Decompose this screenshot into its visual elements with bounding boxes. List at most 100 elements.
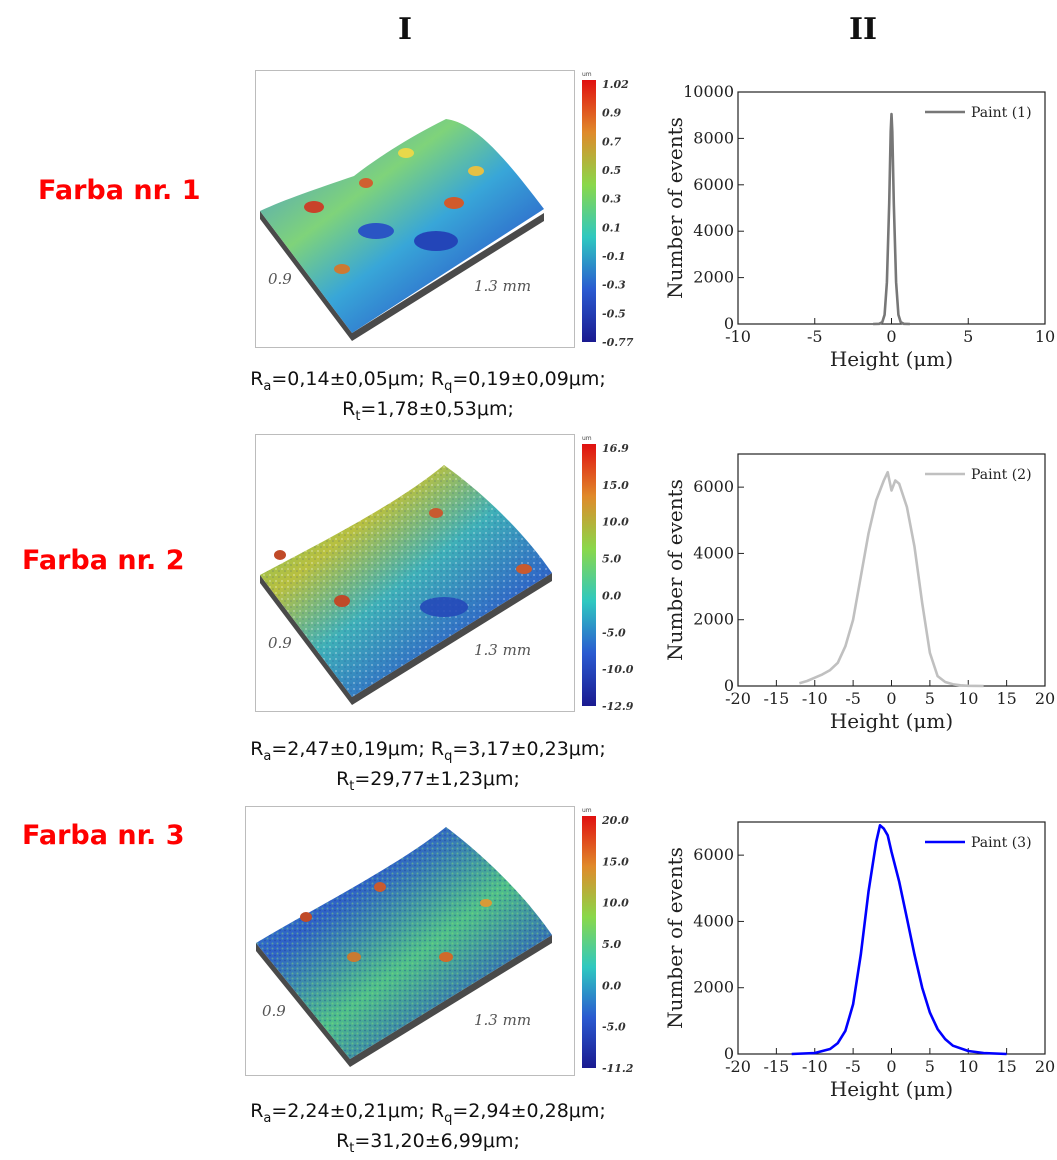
colorbar-1-tick: 0.3 — [602, 193, 621, 206]
roughness-1-rq: 0,19±0,09μm — [468, 368, 600, 390]
y-tick-label: 4000 — [693, 911, 734, 930]
colorbar-1-tick: -0.3 — [602, 279, 626, 292]
map-1-length-label: 1.3 mm — [474, 277, 531, 295]
colorbar-1-tick: -0.77 — [602, 336, 634, 349]
series-line — [799, 470, 984, 688]
y-tick-label: 6000 — [693, 175, 734, 194]
roughness-2-ra: 2,47±0,19μm — [287, 738, 419, 760]
roughness-3-rq: 2,94±0,28μm — [468, 1100, 600, 1122]
y-tick-label: 0 — [724, 314, 734, 333]
colorbar-2-tick: 10.0 — [602, 516, 629, 529]
y-axis-title: Number of events — [663, 847, 687, 1029]
x-tick-label: -15 — [763, 689, 789, 708]
colorbar-3-tick: -5.0 — [602, 1021, 626, 1034]
legend-entry: Paint (3) — [971, 835, 1032, 851]
colorbar-3-unit: um — [582, 807, 592, 814]
x-tick-label: -5 — [807, 327, 823, 346]
x-tick-label: 0 — [886, 689, 896, 708]
roughness-3-line-1: Ra=2,24±0,21μm; Rq=2,94±0,28μm; — [250, 1100, 606, 1126]
colorbar-1-tick: 1.02 — [602, 78, 629, 91]
x-tick-label: -20 — [725, 1057, 751, 1076]
map-2-length-label: 1.3 mm — [474, 641, 531, 659]
x-tick-label: 10 — [958, 689, 978, 708]
x-tick-label: -10 — [725, 327, 751, 346]
roughness-2-line-1: Ra=2,47±0,19μm; Rq=3,17±0,23μm; — [250, 738, 606, 764]
x-tick-label: 20 — [1035, 689, 1055, 708]
x-tick-label: 5 — [925, 689, 935, 708]
surface-map-2-graphic: 0.9 1.3 mm — [260, 465, 552, 705]
x-tick-label: -10 — [802, 1057, 828, 1076]
roughness-2-line-2: Rt=29,77±1,23μm; — [336, 767, 520, 794]
x-tick-label: -20 — [725, 689, 751, 708]
height-histogram-1: -10 -5 0 5 10 0 2000 4000 6000 8000 10000 Height (μ… — [663, 82, 1055, 371]
colorbar-3: um 20.0 15.0 10.0 5.0 0.0 -5.0 -11.2 — [582, 807, 634, 1075]
y-tick-label: 2000 — [693, 978, 734, 997]
colorbar-3-tick: 5.0 — [602, 938, 621, 951]
y-tick-label: 2000 — [693, 610, 734, 629]
row-label-1: Farba nr. 1 — [38, 175, 201, 206]
surface-map-2: 0.9 1.3 mm — [255, 434, 575, 712]
y-tick-label: 4000 — [693, 221, 734, 240]
colorbar-3-tick: 0.0 — [602, 979, 621, 992]
x-axis-title: Height (μm) — [830, 1077, 953, 1101]
colorbar-3-tick: 10.0 — [602, 897, 629, 910]
roughness-3: Ra=2,24±0,21μm; Rq=2,94±0,28μm; Rt=31,20… — [198, 1100, 658, 1160]
roughness-1-line-2: Rt=1,78±0,53μm; — [342, 397, 514, 424]
roughness-3-line-2: Rt=31,20±6,99μm; — [336, 1129, 520, 1156]
column-heading-i: I — [398, 12, 413, 47]
colorbar-2-tick: 5.0 — [602, 553, 621, 566]
map-2-width-label: 0.9 — [268, 634, 292, 652]
roughness-3-rt: 31,20±6,99μm — [370, 1129, 514, 1152]
colorbar-3-tick: 15.0 — [602, 855, 629, 868]
roughness-1-rt: 1,78±0,53μm — [376, 397, 508, 420]
x-tick-label: 15 — [996, 1057, 1016, 1076]
roughness-3-ra: 2,24±0,21μm — [287, 1100, 419, 1122]
surface-map-3: 0.9 1.3 mm — [245, 806, 575, 1076]
height-histogram-2: -20 -15 -10 -5 0 5 10 15 20 0 2000 4000 6000 Height (… — [663, 453, 1055, 733]
roughness-2: Ra=2,47±0,19μm; Rq=3,17±0,23μm; Rt=29,77… — [198, 738, 658, 798]
surface-map-3-graphic: 0.9 1.3 mm — [256, 827, 552, 1067]
roughness-1-line-1: Ra=0,14±0,05μm; Rq=0,19±0,09μm; — [250, 368, 606, 394]
y-tick-label: 0 — [724, 1044, 734, 1063]
colorbar-2-tick: 0.0 — [602, 589, 621, 602]
x-tick-label: 0 — [886, 1057, 896, 1076]
map-3-length-label: 1.3 mm — [474, 1011, 531, 1029]
surface-map-1: 0.9 1.3 mm — [255, 70, 575, 348]
y-axis-title: Number of events — [663, 479, 687, 661]
colorbar-3-tick: -11.2 — [602, 1062, 634, 1075]
x-tick-label: 10 — [958, 1057, 978, 1076]
x-tick-label: 5 — [963, 327, 973, 346]
x-tick-label: 0 — [886, 327, 896, 346]
map-1-width-label: 0.9 — [268, 270, 292, 288]
colorbar-1-tick: 0.9 — [602, 107, 621, 120]
x-tick-label: 20 — [1035, 1057, 1055, 1076]
y-tick-label: 4000 — [693, 543, 734, 562]
legend-entry: Paint (1) — [971, 105, 1032, 121]
legend-entry: Paint (2) — [971, 467, 1032, 483]
colorbar-2-tick: -12.9 — [602, 700, 634, 713]
roughness-2-rq: 3,17±0,23μm — [468, 738, 600, 760]
colorbar-2-unit: um — [582, 435, 592, 442]
colorbar-2-tick: -10.0 — [602, 663, 634, 676]
colorbar-1-tick: 0.1 — [602, 221, 621, 234]
colorbar-1-tick: 0.5 — [602, 164, 621, 177]
x-tick-label: -10 — [802, 689, 828, 708]
colorbar-2-tick: -5.0 — [602, 626, 626, 639]
row-label-2: Farba nr. 2 — [22, 545, 185, 576]
row-label-3: Farba nr. 3 — [22, 820, 185, 851]
surface-map-1-graphic: 0.9 1.3 mm — [260, 119, 544, 341]
y-axis-title: Number of events — [663, 117, 687, 299]
roughness-1-ra: 0,14±0,05μm — [287, 368, 419, 390]
series-line — [873, 112, 910, 326]
x-tick-label: -5 — [845, 689, 861, 708]
y-tick-label: 6000 — [693, 845, 734, 864]
roughness-2-rt: 29,77±1,23μm — [370, 767, 514, 790]
x-axis-title: Height (μm) — [830, 709, 953, 733]
colorbar-1-tick: -0.1 — [602, 250, 626, 263]
roughness-1: Ra=0,14±0,05μm; Rq=0,19±0,09μm; Rt=1,78±… — [198, 368, 658, 428]
map-3-width-label: 0.9 — [262, 1002, 286, 1020]
colorbar-1-tick: 0.7 — [602, 135, 621, 148]
colorbar-1: um 1.02 0.9 0.7 0.5 0.3 0.1 -0.1 -0.3 -0.5 -0.77 — [582, 71, 634, 349]
x-tick-label: 5 — [925, 1057, 935, 1076]
column-heading-ii: II — [849, 12, 878, 47]
